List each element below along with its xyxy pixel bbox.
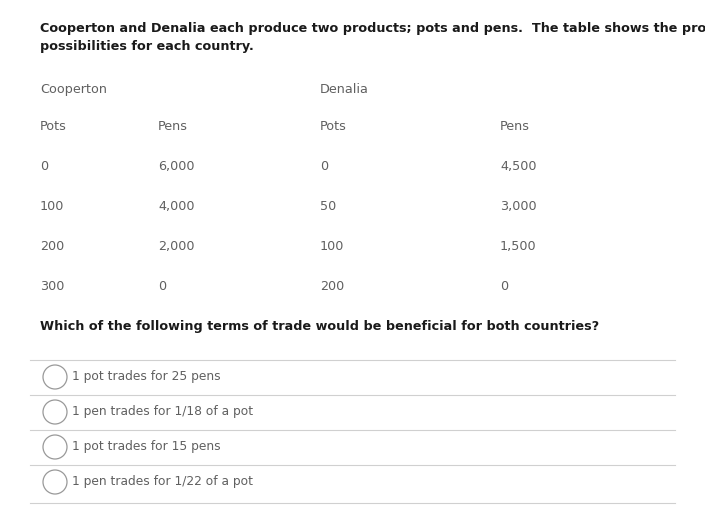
Text: 300: 300	[40, 280, 64, 293]
Text: Pots: Pots	[320, 120, 347, 133]
Text: Cooperton and Denalia each produce two products; pots and pens.  The table shows: Cooperton and Denalia each produce two p…	[40, 22, 705, 35]
Text: 1,500: 1,500	[500, 240, 537, 253]
Text: 200: 200	[320, 280, 344, 293]
Text: 0: 0	[320, 160, 328, 173]
Text: Which of the following terms of trade would be beneficial for both countries?: Which of the following terms of trade wo…	[40, 320, 599, 333]
Text: 4,000: 4,000	[158, 200, 195, 213]
Text: 6,000: 6,000	[158, 160, 195, 173]
Text: Pens: Pens	[500, 120, 530, 133]
Text: Cooperton: Cooperton	[40, 83, 107, 96]
Text: 1 pen trades for 1/18 of a pot: 1 pen trades for 1/18 of a pot	[72, 405, 253, 418]
Text: 0: 0	[40, 160, 48, 173]
Text: 0: 0	[158, 280, 166, 293]
Text: 50: 50	[320, 200, 336, 213]
Text: Pots: Pots	[40, 120, 67, 133]
Text: 1 pen trades for 1/22 of a pot: 1 pen trades for 1/22 of a pot	[72, 475, 253, 488]
Text: possibilities for each country.: possibilities for each country.	[40, 40, 254, 53]
Text: 2,000: 2,000	[158, 240, 195, 253]
Text: 100: 100	[320, 240, 344, 253]
Text: Pens: Pens	[158, 120, 188, 133]
Text: 1 pot trades for 15 pens: 1 pot trades for 15 pens	[72, 440, 221, 453]
Text: 3,000: 3,000	[500, 200, 537, 213]
Text: 1 pot trades for 25 pens: 1 pot trades for 25 pens	[72, 370, 221, 383]
Text: Denalia: Denalia	[320, 83, 369, 96]
Text: 100: 100	[40, 200, 64, 213]
Text: 4,500: 4,500	[500, 160, 537, 173]
Text: 200: 200	[40, 240, 64, 253]
Text: 0: 0	[500, 280, 508, 293]
